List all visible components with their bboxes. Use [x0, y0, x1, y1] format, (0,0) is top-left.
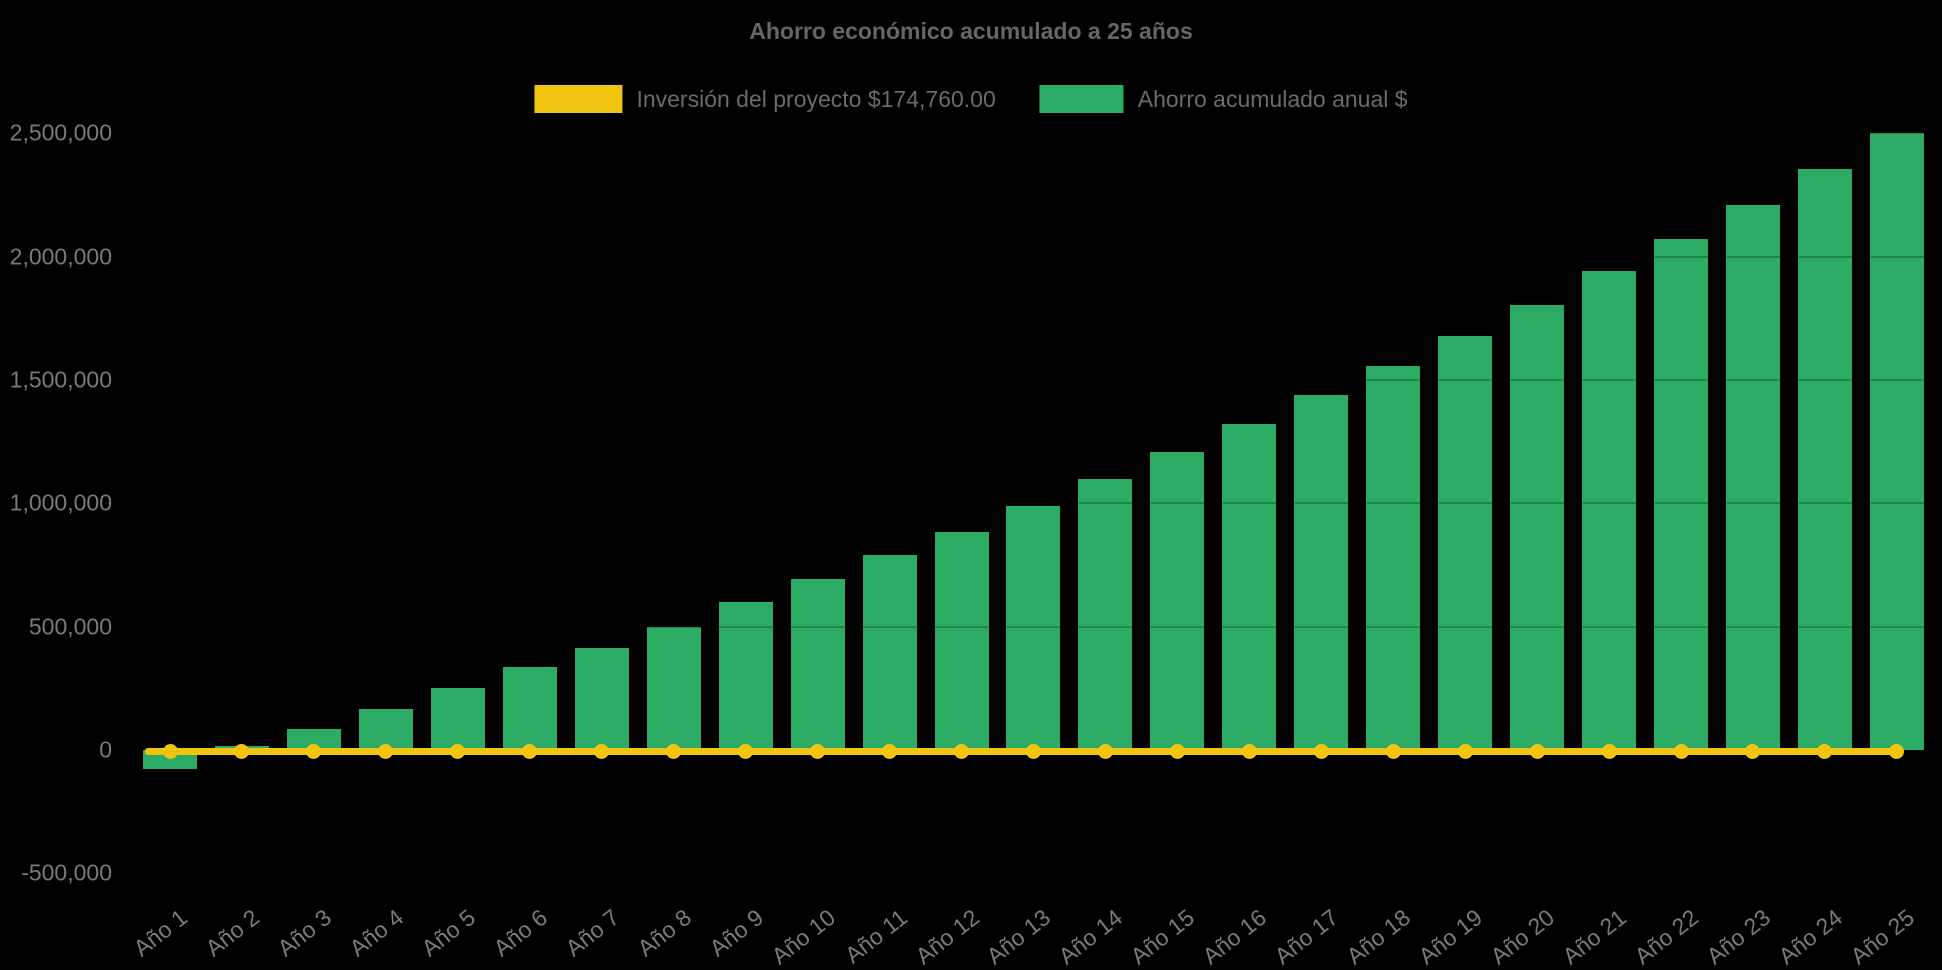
x-tick-label: Año 23	[1701, 904, 1775, 970]
bar-año-20[interactable]	[1510, 304, 1564, 750]
x-tick-label: Año 12	[910, 904, 984, 970]
bar-año-22[interactable]	[1654, 239, 1708, 750]
x-tick-label: Año 20	[1485, 904, 1560, 970]
bar-año-13[interactable]	[1006, 505, 1061, 750]
x-tick-label: Año 1	[128, 904, 193, 962]
investment-point-año-4[interactable]	[378, 744, 394, 759]
y-tick-label: 0	[99, 736, 112, 763]
x-tick-label: Año 14	[1053, 904, 1128, 970]
x-tick-label: Año 2	[200, 904, 264, 962]
legend-label-investment: Inversión del proyecto $174,760.00	[636, 85, 996, 112]
legend-item-savings[interactable]: Ahorro acumulado anual $	[1039, 85, 1408, 113]
bar-año-16[interactable]	[1222, 424, 1277, 750]
bar-año-14[interactable]	[1078, 478, 1133, 750]
legend-swatch-investment	[534, 85, 623, 113]
bar-año-21[interactable]	[1582, 271, 1636, 750]
investment-point-año-5[interactable]	[450, 744, 466, 759]
x-tick-label: Año 3	[272, 904, 336, 962]
investment-point-año-2[interactable]	[234, 744, 250, 759]
x-tick-label: Año 17	[1269, 904, 1344, 970]
bar-año-11[interactable]	[862, 555, 917, 750]
legend-swatch-savings	[1039, 85, 1124, 113]
investment-point-año-21[interactable]	[1601, 744, 1617, 759]
bar-año-17[interactable]	[1294, 394, 1349, 750]
x-tick-label: Año 6	[488, 904, 552, 962]
bar-año-5[interactable]	[430, 688, 485, 750]
legend-item-investment[interactable]: Inversión del proyecto $174,760.00	[534, 85, 996, 113]
bar-año-18[interactable]	[1366, 366, 1421, 750]
bar-año-4[interactable]	[358, 709, 413, 750]
x-tick-label: Año 24	[1773, 904, 1847, 970]
x-tick-label: Año 19	[1413, 904, 1488, 970]
y-tick-label: -500,000	[21, 859, 112, 886]
bar-año-25[interactable]	[1869, 133, 1924, 751]
investment-point-año-22[interactable]	[1673, 744, 1689, 759]
bar-año-19[interactable]	[1438, 335, 1493, 750]
investment-point-año-20[interactable]	[1529, 744, 1545, 759]
gridline	[132, 379, 1930, 381]
bar-año-9[interactable]	[718, 602, 773, 750]
investment-point-año-1[interactable]	[162, 744, 178, 759]
x-tick-label: Año 4	[344, 904, 408, 962]
investment-point-año-24[interactable]	[1817, 744, 1833, 759]
x-tick-label: Año 13	[981, 904, 1056, 970]
bar-año-12[interactable]	[934, 531, 989, 750]
legend-label-savings: Ahorro acumulado anual $	[1137, 85, 1408, 112]
gridline	[132, 625, 1930, 628]
y-tick-label: 1,000,000	[9, 489, 112, 516]
investment-point-año-10[interactable]	[810, 744, 826, 759]
investment-point-año-9[interactable]	[738, 744, 754, 759]
bar-año-10[interactable]	[790, 578, 845, 750]
investment-point-año-23[interactable]	[1745, 744, 1761, 759]
investment-point-año-17[interactable]	[1313, 744, 1329, 759]
bar-año-23[interactable]	[1725, 204, 1780, 750]
gridline	[132, 872, 1930, 875]
investment-point-año-14[interactable]	[1097, 744, 1113, 759]
y-tick-label: 2,500,000	[9, 119, 112, 146]
investment-point-año-13[interactable]	[1025, 744, 1041, 759]
x-tick-label: Año 21	[1557, 904, 1632, 970]
investment-point-año-3[interactable]	[306, 744, 322, 759]
investment-point-año-25[interactable]	[1889, 744, 1905, 759]
bar-año-15[interactable]	[1150, 451, 1205, 750]
x-tick-label: Año 5	[416, 904, 480, 962]
x-tick-label: Año 25	[1845, 904, 1919, 970]
gridline	[132, 255, 1930, 258]
investment-point-año-7[interactable]	[594, 744, 610, 759]
investment-point-año-8[interactable]	[666, 744, 682, 759]
x-tick-label: Año 8	[632, 904, 696, 962]
x-tick-label: Año 22	[1629, 904, 1704, 970]
x-tick-label: Año 18	[1341, 904, 1416, 970]
investment-line	[145, 748, 1897, 755]
bar-año-7[interactable]	[574, 647, 629, 750]
investment-point-año-19[interactable]	[1457, 744, 1473, 759]
y-tick-label: 500,000	[28, 613, 112, 640]
legend: Inversión del proyecto $174,760.00 Ahorr…	[534, 85, 1408, 113]
investment-point-año-15[interactable]	[1169, 744, 1185, 759]
bar-año-6[interactable]	[502, 667, 557, 750]
bar-año-24[interactable]	[1797, 169, 1852, 750]
x-tick-label: Año 9	[704, 904, 768, 962]
y-tick-label: 2,000,000	[9, 243, 112, 270]
x-tick-label: Año 16	[1197, 904, 1272, 970]
investment-point-año-6[interactable]	[522, 744, 538, 759]
x-tick-label: Año 15	[1125, 904, 1200, 970]
investment-point-año-18[interactable]	[1385, 744, 1401, 759]
x-tick-label: Año 7	[560, 904, 624, 962]
x-tick-label: Año 10	[766, 904, 840, 970]
investment-point-año-11[interactable]	[882, 744, 897, 759]
bar-año-3[interactable]	[286, 729, 341, 750]
bar-año-8[interactable]	[646, 626, 701, 750]
investment-point-año-12[interactable]	[954, 744, 969, 759]
investment-point-año-16[interactable]	[1241, 744, 1257, 759]
gridline	[132, 502, 1930, 505]
y-tick-label: 1,500,000	[9, 366, 112, 393]
x-tick-label: Año 11	[839, 904, 912, 969]
gridline	[132, 132, 1930, 135]
chart-title: Ahorro económico acumulado a 25 años	[749, 18, 1193, 44]
